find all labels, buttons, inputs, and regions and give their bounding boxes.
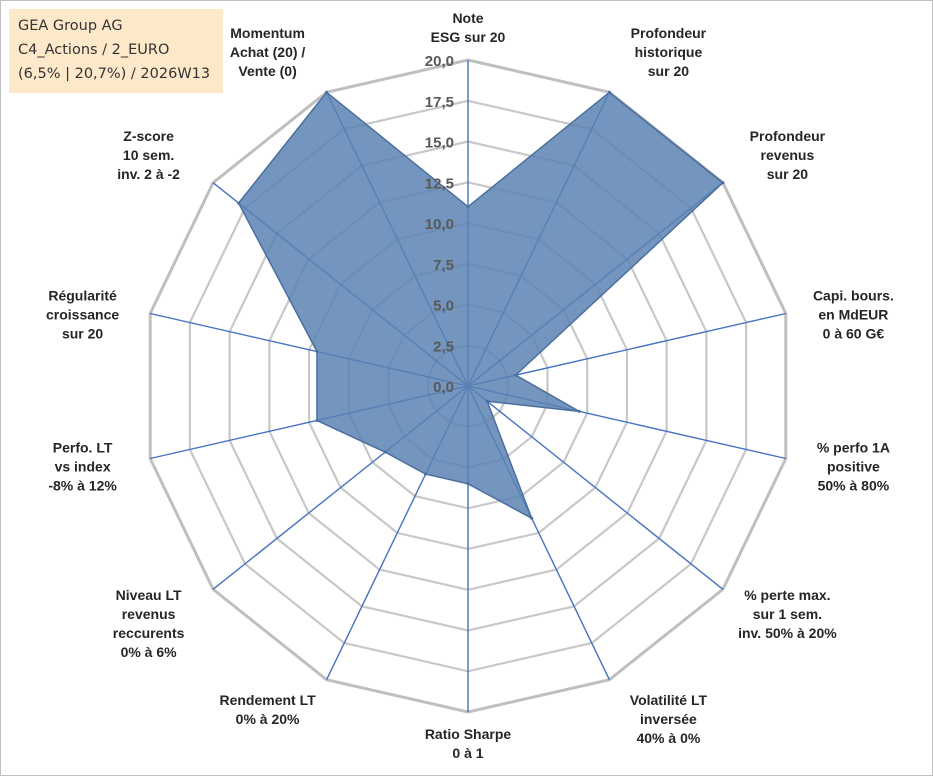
axis-label-line: sur 20 [62, 325, 103, 341]
tick-label: 5,0 [433, 298, 454, 315]
axis-label: Ratio Sharpe 0 à 1 [425, 726, 512, 761]
tick-label: 15,0 [425, 135, 454, 152]
axis-label-line: Vente (0) [238, 63, 296, 79]
axis-label-line: Achat (20) / [230, 44, 306, 60]
axis-label-line: 50% à 80% [818, 478, 890, 494]
axis-label-line: Volatilité LT [630, 692, 708, 708]
axis-label-line: 0% à 20% [236, 711, 300, 727]
axis-label-line: sur 20 [767, 166, 808, 182]
axis-label-line: 0 à 1 [452, 745, 483, 761]
axis-label: % perfo 1A positive 50% à 80% [817, 440, 890, 494]
series-layer [237, 90, 725, 520]
axis-label: Rendement LT 0% à 20% [219, 692, 316, 727]
tick-label: 2,5 [433, 338, 454, 355]
data-point [514, 373, 518, 377]
axis-label: Note ESG sur 20 [431, 10, 506, 45]
axis-label: Perfo. LT vs index -8% à 12% [48, 440, 117, 494]
axis-label-line: croissance [46, 306, 119, 322]
tick-label: 0,0 [433, 379, 454, 396]
axis-label-line: 0 à 60 G€ [823, 325, 885, 341]
axis-label-line: positive [827, 459, 880, 475]
axis-label-line: Note [452, 10, 483, 26]
axis-labels: Note ESG sur 20 Profondeur historique sur 20… [46, 10, 894, 761]
data-point [315, 419, 319, 422]
data-point [530, 516, 534, 520]
axis-label: Niveau LT revenus reccurents 0% à 6% [113, 587, 185, 660]
axis-label: % perte max. sur 1 sem. inv. 50% à 20% [738, 587, 837, 641]
radial-tick-labels: 0,0 2,5 5,0 7,5 10,0 12,5 15,0 17,5 20,0 [425, 53, 454, 396]
axis-label-line: reccurents [113, 625, 185, 641]
axis-label-line: % perfo 1A [817, 440, 890, 456]
tick-label: 20,0 [425, 53, 454, 70]
axis-label: Capi. bours. en MdEUR 0 à 60 G€ [813, 287, 894, 341]
data-point [383, 450, 387, 454]
axis-label: Momentum Achat (20) / Vente (0) [230, 25, 306, 79]
axis-label-line: en MdEUR [818, 306, 888, 322]
axis-label-line: Rendement LT [219, 692, 316, 708]
tick-label: 12,5 [425, 175, 454, 192]
axis-label: Volatilité LT inversée 40% à 0% [630, 692, 708, 746]
axis-label-line: Z-score [123, 128, 174, 144]
axis-label-line: 40% à 0% [636, 730, 700, 746]
info-title: GEA Group AG [18, 18, 123, 34]
data-point [325, 90, 329, 94]
data-point [424, 472, 428, 476]
axis-label-line: inversée [640, 711, 697, 727]
tick-label: 17,5 [425, 94, 454, 111]
axis-label-line: -8% à 12% [48, 478, 117, 494]
axis-spoke [467, 385, 724, 590]
axis-label-line: revenus [122, 606, 176, 622]
axis-label-line: sur 1 sem. [753, 606, 822, 622]
axis-label-line: Profondeur [750, 128, 826, 144]
info-stats: (6,5% | 20,7%) / 2026W13 [18, 66, 211, 82]
axis-label-line: revenus [761, 147, 815, 163]
data-point [607, 90, 611, 94]
axis-label-line: vs index [55, 459, 111, 475]
axis-label: Z-score 10 sem. inv. 2 à -2 [117, 128, 180, 182]
axis-label-line: sur 20 [648, 63, 689, 79]
axis-label-line: Ratio Sharpe [425, 726, 512, 742]
axis-label-line: ESG sur 20 [431, 29, 506, 45]
data-point [466, 205, 470, 209]
axis-label-line: inv. 50% à 20% [738, 625, 837, 641]
axis-label: Profondeur historique sur 20 [631, 25, 707, 79]
data-point [577, 409, 581, 413]
axis-label-line: % perte max. [744, 587, 830, 603]
axis-label-line: Capi. bours. [813, 287, 894, 303]
data-point [315, 350, 319, 353]
info-category: C4_Actions / 2_EURO [18, 42, 170, 58]
data-point [721, 181, 725, 185]
tick-label: 7,5 [433, 257, 454, 274]
axis-label-line: Perfo. LT [53, 440, 113, 456]
axis-label-line: historique [635, 44, 703, 60]
data-point [466, 482, 470, 486]
axis-label-line: inv. 2 à -2 [117, 166, 180, 182]
axis-label: Régularité croissance sur 20 [46, 287, 119, 341]
axis-label: Profondeur revenus sur 20 [750, 128, 826, 182]
axis-label-line: Régularité [48, 287, 117, 303]
axis-label-line: Profondeur [631, 25, 707, 41]
axis-label-line: 10 sem. [123, 147, 174, 163]
info-box: GEA Group AG C4_Actions / 2_EURO (6,5% |… [9, 9, 223, 93]
axis-spoke [467, 312, 786, 387]
data-point [485, 399, 489, 403]
axis-label-line: Niveau LT [116, 587, 182, 603]
data-point [237, 201, 241, 205]
tick-label: 10,0 [425, 216, 454, 233]
axis-label-line: Momentum [230, 25, 305, 41]
axis-label-line: 0% à 6% [121, 644, 178, 660]
